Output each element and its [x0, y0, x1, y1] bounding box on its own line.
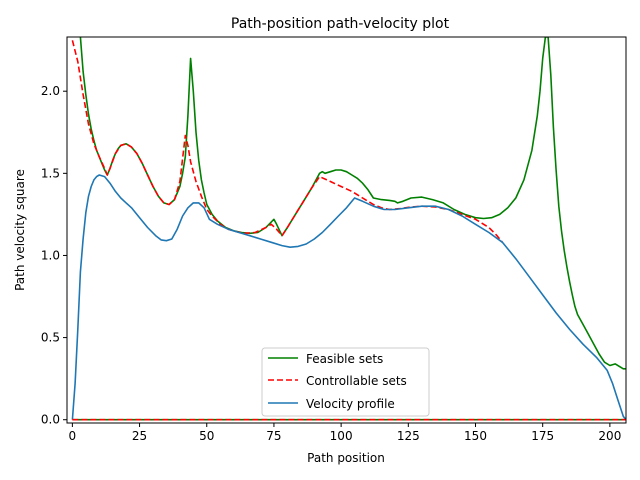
x-tick-label: 100 — [330, 429, 353, 443]
y-tick-label: 1.0 — [41, 248, 60, 262]
legend: Feasible sets Controllable sets Velocity… — [261, 347, 430, 417]
series-layer — [71, 37, 626, 421]
x-axis: 0 25 50 75 100 125 150 175 200 — [69, 423, 621, 443]
legend-label-feasible: Feasible sets — [306, 352, 383, 366]
y-tick-label: 1.5 — [41, 166, 60, 180]
x-tick-label: 25 — [132, 429, 147, 443]
legend-label-velocity: Velocity profile — [306, 397, 395, 411]
y-tick-label: 2.0 — [41, 84, 60, 98]
chart-title: Path-position path-velocity plot — [231, 16, 450, 32]
series-line-velocity-profile — [71, 174, 626, 421]
x-tick-label: 200 — [598, 429, 621, 443]
x-tick-label: 50 — [199, 429, 214, 443]
y-tick-label: 0.0 — [41, 413, 60, 427]
legend-label-controllable: Controllable sets — [306, 374, 407, 388]
y-axis: 0.0 0.5 1.0 1.5 2.0 — [41, 84, 67, 427]
y-axis-label: Path velocity square — [13, 169, 27, 291]
x-tick-label: 175 — [531, 429, 554, 443]
legend-box — [261, 347, 430, 417]
x-tick-label: 75 — [266, 429, 281, 443]
x-tick-label: 125 — [397, 429, 420, 443]
plot-frame — [66, 36, 627, 424]
x-axis-label: Path position — [307, 451, 385, 465]
y-tick-label: 0.5 — [41, 331, 60, 345]
x-tick-label: 0 — [69, 429, 77, 443]
x-tick-label: 150 — [464, 429, 487, 443]
